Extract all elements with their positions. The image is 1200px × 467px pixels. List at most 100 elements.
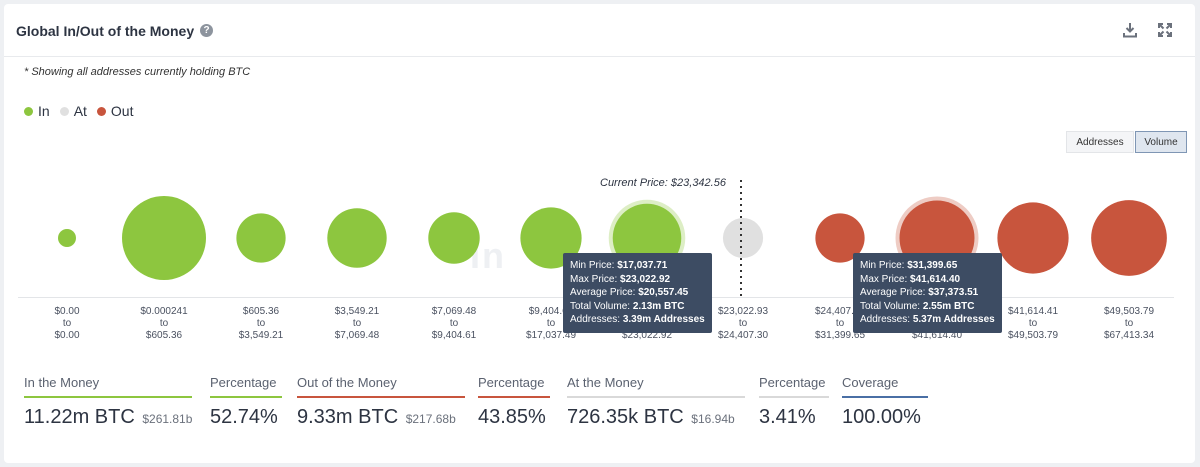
tooltip-key: Max Price: <box>570 273 621 285</box>
stat-block: In the Money 11.22m BTC $261.81b <box>24 375 192 429</box>
bubble-in[interactable] <box>58 229 76 247</box>
legend-item-out[interactable]: Out <box>96 103 134 119</box>
range-text: to <box>546 318 556 329</box>
range-text: to <box>256 318 266 329</box>
widget-title: Global In/Out of the Money <box>16 23 195 39</box>
range-text: to <box>352 318 362 329</box>
range-text: $41,614.40 <box>911 330 963 341</box>
bubble-out[interactable] <box>997 202 1069 274</box>
tooltip-row: Total Volume: 2.13m BTC <box>570 300 705 314</box>
range-text: $23,022.92 <box>621 330 673 341</box>
tooltip-row: Max Price: $41,614.40 <box>860 273 995 287</box>
stat-value: 43.85% <box>478 406 546 428</box>
stat-usd-value: $16.94b <box>691 412 735 426</box>
tooltip-value: 2.13m BTC <box>632 300 685 312</box>
tooltip-row: Min Price: $17,037.71 <box>570 259 705 273</box>
toggle-volume[interactable]: Volume <box>1135 131 1187 153</box>
stat-usd-value: $261.81b <box>142 412 193 426</box>
tooltip-key: Addresses: <box>570 314 623 325</box>
range-text: $605.36 <box>242 306 280 317</box>
bubble-in[interactable] <box>122 196 206 280</box>
help-icon[interactable]: ? <box>200 24 213 37</box>
tooltip-value: $20,557.45 <box>638 287 689 298</box>
range-text: $605.36 <box>145 330 183 341</box>
current-price-label: Current Price: $23,342.56 <box>600 177 726 189</box>
tooltip-row: Average Price: $20,557.45 <box>570 286 705 300</box>
legend-label-out: Out <box>110 103 134 119</box>
legend-item-in[interactable]: In <box>24 103 50 119</box>
range-text: $7,069.48 <box>431 306 477 317</box>
range-text: $24,407.31 <box>814 306 866 317</box>
bubble-tooltip: Min Price: $31,399.65 Max Price: $41,614.… <box>853 253 1002 333</box>
range-text: $49,503.79 <box>1007 330 1059 341</box>
stat-block: Out of the Money 9.33m BTC $217.68b <box>297 375 465 429</box>
range-text: to <box>835 318 845 329</box>
range-label: $23,022.93 to $24,407.30 <box>698 306 788 342</box>
range-text: $3,549.21 <box>238 330 284 341</box>
tooltip-value: $37,373.51 <box>928 287 979 298</box>
range-text: to <box>738 318 748 329</box>
bubble-tooltip: Min Price: $17,037.71 Max Price: $23,022.… <box>563 253 712 333</box>
range-label: $605.36 to $3,549.21 <box>216 306 306 342</box>
bubble-at[interactable] <box>722 217 764 259</box>
stat-value: 11.22m BTC $261.81b <box>24 406 193 428</box>
range-label: $0.00 to $0.00 <box>22 306 112 342</box>
bubble-in[interactable] <box>428 212 480 264</box>
range-text: $0.000241 <box>140 306 188 317</box>
tooltip-value: 3.39m Addresses <box>622 314 705 325</box>
toggle-addresses[interactable]: Addresses <box>1066 131 1134 153</box>
tooltip-value: $31,399.65 <box>907 260 958 271</box>
range-label: $9,404.61 to $17,037.49 <box>506 306 596 342</box>
legend-item-at[interactable]: At <box>59 103 87 119</box>
bubble-out[interactable] <box>815 213 865 263</box>
range-text: to <box>449 318 459 329</box>
range-text: $0.00 <box>54 306 80 317</box>
legend-dot-in <box>24 106 33 116</box>
range-label: $24,407.31 to $31,399.65 <box>795 306 885 342</box>
range-text: to <box>62 318 72 329</box>
tooltip-key: Average Price: <box>860 287 929 298</box>
range-text: $67,413.34 <box>1103 330 1155 341</box>
range-text: $3,549.21 <box>334 306 380 317</box>
tooltip-row: Total Volume: 2.55m BTC <box>860 300 995 314</box>
tooltip-key: Addresses: <box>860 314 913 325</box>
range-label: $7,069.48 to $9,404.61 <box>409 306 499 342</box>
stat-usd-value: $217.68b <box>405 412 456 426</box>
stat-block: Percentage 43.85% <box>478 375 550 429</box>
range-text: $7,069.48 <box>334 330 380 341</box>
tooltip-key: Total Volume: <box>570 300 633 312</box>
stat-value: 3.41% <box>759 406 816 428</box>
tooltip-row: Min Price: $31,399.65 <box>860 259 995 273</box>
range-text: $9,404.61 <box>431 330 477 341</box>
range-text: $49,503.79 <box>1103 306 1155 317</box>
download-icon[interactable] <box>1122 22 1138 38</box>
range-text: to <box>159 318 169 329</box>
range-text: $17,037.49 <box>525 330 577 341</box>
legend: In At Out <box>24 103 134 119</box>
stat-label: Out of the Money <box>297 375 465 398</box>
legend-label-in: In <box>38 103 50 119</box>
stat-value: 9.33m BTC $217.68b <box>297 406 456 428</box>
legend-label-at: At <box>73 103 87 119</box>
range-label: $41,614.41 to $49,503.79 <box>988 306 1078 342</box>
stat-label: Percentage <box>478 375 550 398</box>
bubble-in[interactable] <box>327 208 387 268</box>
tooltip-value: 5.37m Addresses <box>912 314 995 325</box>
tooltip-key: Total Volume: <box>860 300 923 312</box>
range-text: to <box>1124 318 1134 329</box>
tooltip-value: $41,614.40 <box>910 273 961 285</box>
stat-value: 100.00% <box>842 406 921 428</box>
tooltip-row: Average Price: $37,373.51 <box>860 286 995 300</box>
tooltip-row: Max Price: $23,022.92 <box>570 273 705 287</box>
bubble-in[interactable] <box>236 213 286 263</box>
stat-block: Coverage 100.00% <box>842 375 928 429</box>
expand-icon[interactable] <box>1157 22 1173 38</box>
stat-label: Coverage <box>842 375 928 398</box>
range-label: $0.000241 to $605.36 <box>119 306 209 342</box>
bubble-out[interactable] <box>1091 200 1167 276</box>
holdings-note: * Showing all addresses currently holdin… <box>24 66 251 78</box>
tooltip-row: Addresses: 3.39m Addresses <box>570 313 705 327</box>
stat-block: At the Money 726.35k BTC $16.94b <box>567 375 745 429</box>
range-text: $41,614.41 <box>1007 306 1059 317</box>
tooltip-value: $17,037.71 <box>617 260 668 271</box>
